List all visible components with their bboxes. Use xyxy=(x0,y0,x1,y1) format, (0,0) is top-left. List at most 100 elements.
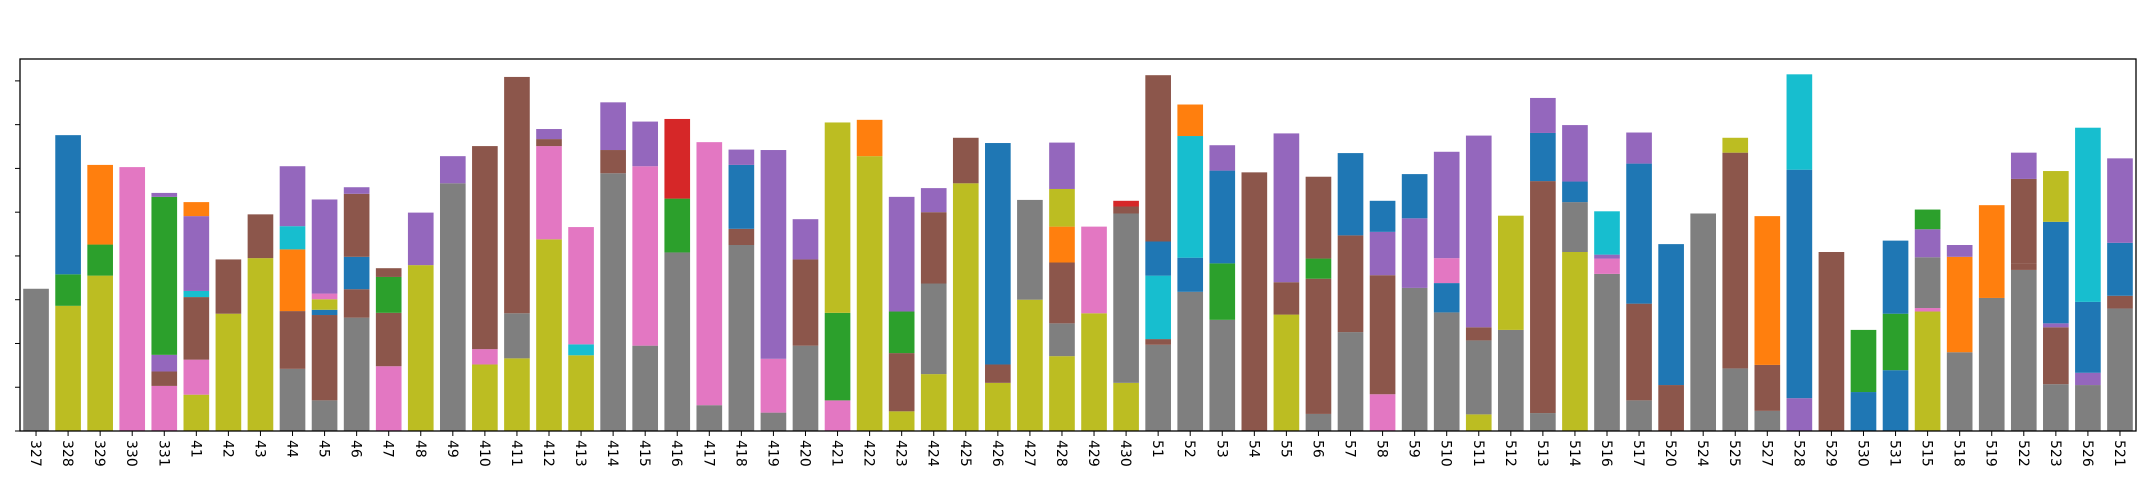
bar-331-segment-1 xyxy=(151,371,178,386)
bar-420-segment-2 xyxy=(792,219,819,260)
bar-46-segment-0 xyxy=(343,317,370,431)
bar-522-segment-0 xyxy=(2010,269,2037,431)
bar-418-segment-1 xyxy=(728,228,755,245)
bar-331-segment-2 xyxy=(151,354,178,372)
bar-58-segment-2 xyxy=(1369,231,1396,276)
bar-41-segment-2 xyxy=(183,297,210,360)
bar-414-segment-2 xyxy=(600,102,626,151)
bar-48-segment-0 xyxy=(407,265,434,431)
bar-421-segment-0 xyxy=(824,400,851,431)
x-tick-label-530: 530 xyxy=(1854,440,1870,467)
bar-412-segment-3 xyxy=(536,129,562,140)
bar-417-segment-1 xyxy=(696,142,723,406)
bar-424-segment-1 xyxy=(920,283,947,375)
bar-524-segment-0 xyxy=(1690,213,1717,431)
bar-425-segment-1 xyxy=(952,137,979,184)
bar-45-segment-2 xyxy=(311,309,338,316)
x-tick-label-56: 56 xyxy=(1309,440,1325,458)
bar-49-segment-1 xyxy=(439,156,466,184)
bar-510-segment-0 xyxy=(1433,312,1460,431)
bar-55-segment-2 xyxy=(1273,133,1300,283)
bar-44-segment-4 xyxy=(279,166,306,227)
bar-41-segment-0 xyxy=(183,394,210,431)
x-tick-label-44: 44 xyxy=(284,440,300,458)
bar-528-segment-1 xyxy=(1786,169,1813,399)
bar-47-segment-2 xyxy=(375,276,402,313)
x-tick-label-427: 427 xyxy=(1021,440,1037,467)
bar-414-segment-0 xyxy=(600,173,626,432)
bar-428-segment-1 xyxy=(1049,323,1075,357)
bar-430-segment-3 xyxy=(1113,200,1139,207)
bar-426-segment-2 xyxy=(985,143,1011,365)
x-tick-label-528: 528 xyxy=(1790,440,1806,467)
bar-56-segment-0 xyxy=(1305,413,1332,431)
bar-531-segment-1 xyxy=(1882,313,1909,371)
bar-410-segment-0 xyxy=(472,364,498,431)
bar-52-segment-1 xyxy=(1177,257,1204,292)
bar-329-segment-1 xyxy=(87,244,113,276)
bar-46-segment-4 xyxy=(343,187,370,194)
bar-523-segment-1 xyxy=(2043,327,2069,385)
bar-511-segment-1 xyxy=(1465,340,1492,415)
x-tick-label-51: 51 xyxy=(1149,440,1165,458)
bar-420-segment-1 xyxy=(792,259,819,346)
bar-513-segment-1 xyxy=(1530,181,1556,414)
x-tick-label-419: 419 xyxy=(764,440,780,467)
bar-523-segment-4 xyxy=(2043,171,2069,222)
x-tick-label-331: 331 xyxy=(155,440,171,467)
bar-518-segment-1 xyxy=(1946,256,1973,353)
bar-46-segment-1 xyxy=(343,289,370,318)
x-tick-label-516: 516 xyxy=(1598,440,1614,467)
bar-51-segment-0 xyxy=(1145,344,1171,431)
bar-331-segment-0 xyxy=(151,385,178,431)
x-tick-label-414: 414 xyxy=(604,440,620,467)
bar-42-segment-1 xyxy=(215,259,242,314)
bar-516-segment-2 xyxy=(1594,254,1620,259)
bar-510-segment-2 xyxy=(1433,258,1460,284)
x-tick-label-329: 329 xyxy=(91,440,107,467)
bar-41-segment-1 xyxy=(183,359,210,395)
bar-48-segment-1 xyxy=(407,212,434,266)
x-tick-label-425: 425 xyxy=(957,440,973,467)
x-tick-label-42: 42 xyxy=(219,440,235,458)
bar-327-segment-0 xyxy=(23,288,49,431)
x-tick-label-58: 58 xyxy=(1374,440,1390,458)
bar-420-segment-0 xyxy=(792,345,819,431)
bar-47-segment-1 xyxy=(375,312,402,367)
bar-423-segment-2 xyxy=(888,311,915,354)
bar-415-segment-0 xyxy=(632,345,659,431)
bar-429-segment-0 xyxy=(1081,313,1107,431)
bar-413-segment-1 xyxy=(568,344,594,356)
bar-410-segment-2 xyxy=(472,146,498,350)
bar-44-segment-3 xyxy=(279,226,306,250)
x-tick-label-328: 328 xyxy=(59,440,75,467)
bar-331-segment-3 xyxy=(151,196,178,355)
bar-51-segment-1 xyxy=(1145,339,1171,345)
bar-511-segment-3 xyxy=(1465,135,1492,328)
bar-42-segment-0 xyxy=(215,313,242,431)
x-tick-label-327: 327 xyxy=(27,440,43,467)
bar-511-segment-2 xyxy=(1465,327,1492,341)
bar-52-segment-0 xyxy=(1177,291,1204,431)
x-tick-label-428: 428 xyxy=(1053,440,1069,467)
bar-531-segment-0 xyxy=(1882,370,1909,431)
bar-55-segment-0 xyxy=(1273,314,1300,431)
bar-45-segment-1 xyxy=(311,315,338,401)
bar-428-segment-4 xyxy=(1049,188,1075,227)
bar-416-segment-1 xyxy=(664,198,691,253)
x-tick-label-48: 48 xyxy=(412,440,428,458)
bar-44-segment-1 xyxy=(279,311,306,369)
bar-41-segment-6 xyxy=(183,202,210,217)
bar-519-segment-0 xyxy=(1978,297,2005,431)
bar-421-segment-2 xyxy=(824,122,851,313)
x-tick-label-526: 526 xyxy=(2079,440,2095,467)
x-tick-label-520: 520 xyxy=(1662,440,1678,467)
bar-526-segment-1 xyxy=(2075,372,2101,386)
bar-517-segment-3 xyxy=(1626,132,1652,164)
bar-515-segment-2 xyxy=(1914,257,1941,309)
bar-522-segment-3 xyxy=(2010,152,2037,179)
bar-515-segment-3 xyxy=(1914,229,1941,258)
x-tick-label-429: 429 xyxy=(1085,440,1101,467)
bar-49-segment-0 xyxy=(439,183,466,431)
bar-419-segment-2 xyxy=(760,150,787,359)
